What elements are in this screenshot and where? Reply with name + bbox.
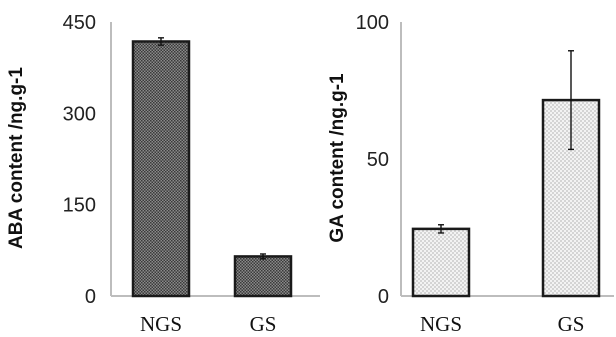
aba-y-ticks: 0 150 300 450 bbox=[63, 12, 96, 308]
y-tick-label: 150 bbox=[63, 195, 96, 217]
bar-gs bbox=[233, 255, 293, 298]
bar-ngs bbox=[131, 40, 191, 298]
y-tick-label: 0 bbox=[378, 286, 389, 308]
aba-y-axis-label: ABA content /ng.g-1 bbox=[6, 67, 27, 249]
y-tick-label: 100 bbox=[356, 12, 389, 34]
error-bar-gs bbox=[568, 50, 574, 151]
bar-ngs bbox=[411, 227, 471, 298]
ga-category-labels: NGS GS bbox=[420, 312, 584, 336]
category-label-ngs: NGS bbox=[140, 312, 182, 336]
category-label-gs: GS bbox=[558, 312, 585, 336]
y-tick-label: 0 bbox=[85, 286, 96, 308]
error-bar-ngs bbox=[438, 224, 444, 234]
category-label-ngs: NGS bbox=[420, 312, 462, 336]
ga-chart: GA content /ng.g-1 0 50 100 NGS GS bbox=[327, 12, 614, 336]
y-tick-label: 50 bbox=[367, 149, 389, 171]
y-tick-label: 300 bbox=[63, 103, 96, 125]
aba-chart: ABA content /ng.g-1 0 150 300 450 NGS GS bbox=[6, 12, 320, 336]
category-label-gs: GS bbox=[250, 312, 277, 336]
aba-bars bbox=[131, 37, 293, 298]
ga-y-ticks: 0 50 100 bbox=[356, 12, 389, 308]
ga-y-axis-label: GA content /ng.g-1 bbox=[327, 73, 348, 243]
ga-bars bbox=[411, 50, 601, 298]
error-bar-ngs bbox=[158, 37, 164, 46]
aba-category-labels: NGS GS bbox=[140, 312, 276, 336]
y-tick-label: 450 bbox=[63, 12, 96, 34]
error-bar-gs bbox=[260, 253, 266, 260]
bar-gs bbox=[541, 98, 601, 298]
